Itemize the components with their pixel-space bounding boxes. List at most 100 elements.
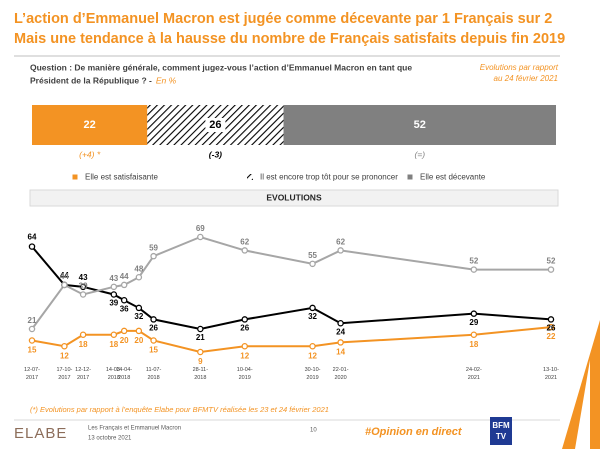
data-label: 21 [28, 316, 37, 325]
data-label: 24 [336, 327, 345, 336]
point [120, 281, 128, 289]
legend-label: Elle est décevante [420, 173, 486, 182]
legend-marker [407, 174, 413, 180]
point [110, 291, 118, 298]
data-label: 26 [547, 324, 556, 333]
title-line: L’action d’Emmanuel Macron est jugée com… [14, 11, 552, 27]
bar-chart: 22 (+4) * Elle est satisfaisante 26 (-3) Il e… [32, 105, 556, 182]
data-label: 21 [196, 333, 205, 342]
point [197, 325, 204, 333]
point [241, 342, 248, 350]
x-tick-label: 14-03-2018 [106, 367, 122, 381]
data-label: 20 [120, 336, 129, 345]
point [61, 342, 68, 350]
point [241, 316, 248, 323]
point [470, 266, 478, 273]
x-tick-label: 13-10-2021 [543, 367, 559, 381]
study: Les Français et Emmanuel Macron [88, 426, 181, 432]
data-label: 69 [196, 224, 205, 233]
point [79, 283, 87, 291]
data-label: 12 [308, 351, 317, 360]
point [197, 233, 204, 241]
point [337, 339, 344, 346]
data-label: 12 [240, 351, 249, 360]
decoration [575, 360, 590, 449]
data-label: 22 [84, 119, 96, 131]
data-label: 39 [109, 299, 118, 308]
data-label: 15 [149, 346, 158, 355]
data-label: 44 [60, 272, 69, 281]
data-label: 26 [240, 324, 249, 333]
data-label: 52 [547, 257, 556, 266]
point [28, 243, 36, 250]
data-label: 43 [79, 273, 88, 282]
point [150, 316, 157, 323]
point [61, 281, 68, 289]
brand: ELABE [14, 425, 67, 442]
point [547, 316, 555, 323]
legend-marker [72, 174, 78, 180]
data-label: 15 [28, 346, 37, 355]
x-tick-label: 12-07-2017 [24, 367, 40, 381]
label-box [205, 118, 226, 132]
point [79, 291, 87, 298]
data-label: 18 [469, 340, 478, 349]
point [28, 337, 36, 344]
chart-title: EVOLUTIONS [266, 192, 322, 202]
data-label: 26 [149, 324, 158, 333]
data-label: 44 [120, 272, 129, 281]
point [241, 247, 248, 254]
point [337, 319, 344, 327]
data-label: 43 [109, 274, 118, 283]
data-label: 64 [28, 233, 37, 242]
point [309, 342, 316, 350]
data-label: 44 [60, 271, 69, 280]
point [110, 283, 118, 291]
point [150, 252, 157, 260]
footnote: (*) Evolutions par rapport à l’enquête E… [30, 405, 329, 414]
point [197, 348, 204, 356]
change-label: (-3) [209, 149, 222, 159]
x-tick-label: 11-07-2018 [146, 367, 162, 381]
x-tick-label: 22-01-2020 [333, 367, 349, 381]
data-label: 39 [79, 282, 88, 291]
legend-marker [247, 174, 253, 180]
decoration [562, 320, 600, 449]
point [120, 296, 128, 304]
data-label: 52 [414, 119, 426, 131]
data-label: 14 [336, 348, 345, 357]
data-label: 32 [134, 312, 143, 321]
partner-logo-text: TV [496, 432, 507, 441]
question: Question : De manière générale, comment … [30, 62, 412, 72]
point [110, 331, 118, 338]
point [120, 327, 128, 335]
question: Président de la République ? - [30, 75, 152, 85]
point [309, 304, 316, 312]
data-label: 36 [120, 304, 129, 313]
hashtag: #Opinion en direct [365, 426, 463, 438]
point [470, 310, 478, 317]
point [337, 247, 344, 254]
note: au 24 février 2021 [494, 74, 559, 83]
data-label: 22 [547, 332, 556, 341]
data-label: 62 [240, 238, 249, 247]
data-label: 18 [109, 340, 118, 349]
point [135, 273, 143, 281]
data-label: 12 [60, 351, 69, 360]
legend-label: Elle est satisfaisante [85, 173, 158, 182]
x-tick-label: 28-11-2018 [193, 367, 209, 381]
point [28, 325, 36, 333]
x-tick-label: 30-10-2019 [305, 367, 321, 381]
note: Evolutions par rapport [480, 63, 559, 72]
point [547, 323, 555, 331]
data-label: 20 [134, 336, 143, 345]
data-label: 29 [469, 318, 478, 327]
date: 13 octobre 2021 [88, 436, 132, 442]
x-tick-label: 17-10-2017 [56, 367, 72, 381]
x-tick-label: 14-04-2018 [116, 367, 132, 381]
data-label: 26 [209, 119, 221, 131]
data-label: 9 [198, 357, 203, 366]
data-label: 18 [79, 340, 88, 349]
